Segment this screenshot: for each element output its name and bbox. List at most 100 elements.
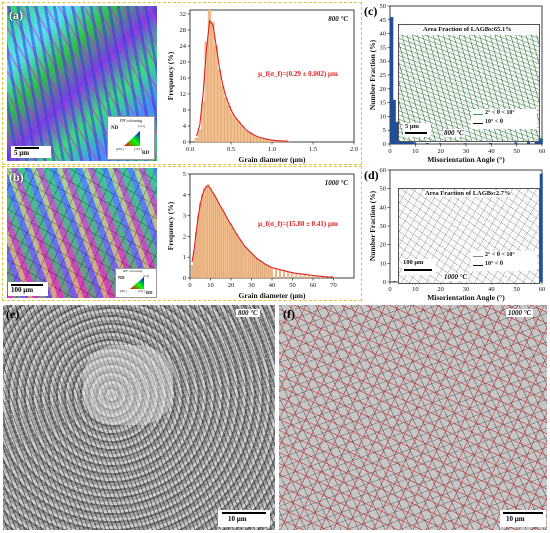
y-tick-label: 0 [383, 279, 386, 286]
histogram-bar [262, 263, 265, 279]
lognormal-fit-curve [196, 19, 289, 142]
histogram-bar [224, 97, 228, 143]
gb-map-inset-800: Area Fraction of LAGBs:65.1% 2° < θ < 10… [398, 24, 540, 142]
histogram-bar [223, 213, 226, 279]
ipf-nd: ND [118, 275, 125, 280]
lagb-fraction-title: Area Fraction of LAGBs:65.1% [423, 26, 512, 33]
x-tick-label: 60 [539, 148, 546, 155]
histogram-bar [198, 129, 202, 143]
y-tick-label: 0 [183, 139, 186, 146]
ebsd-map-1000: IPF colouring ND RD [111] [001] [101] [7, 168, 157, 298]
y-tick-label: 20 [180, 59, 187, 66]
scale-label-f: 10 μm [506, 515, 525, 523]
misorientation-bar [407, 141, 412, 144]
y-axis-label: Frequency (%) [166, 201, 175, 250]
histogram-bar [242, 244, 245, 279]
y-tick-label: 32 [180, 11, 187, 18]
inset-title-bg [399, 25, 539, 35]
histogram-bar [217, 69, 222, 143]
misorientation-bar [489, 142, 493, 144]
histogram-bar [209, 188, 212, 279]
histogram-bar [203, 188, 206, 279]
y-tick-label: 25 [380, 72, 387, 79]
histogram-bar [260, 261, 263, 279]
panel-label-d: (d) [364, 168, 379, 182]
scale-bar-line [15, 147, 39, 149]
ipf-111: [111] [138, 124, 146, 128]
inset-scale-line [405, 132, 427, 134]
legend-hagb-label: 10° < θ [485, 119, 503, 125]
histogram-bar [295, 273, 298, 279]
ipf-rd: RD [142, 151, 150, 156]
misorientation-bar [514, 142, 518, 144]
ipf-rd: RD [146, 290, 153, 295]
histogram-bar [204, 41, 208, 143]
histogram-bar [225, 217, 228, 279]
y-tick-label: 0 [383, 141, 386, 148]
histogram-bar [190, 265, 193, 279]
gb-map-inset-1000: Area Fraction of LAGBs:2.7% 2° < θ < 10°… [398, 188, 540, 284]
histogram-bar [201, 194, 204, 279]
x-tick-label: 40 [488, 286, 495, 293]
histogram-bar [207, 9, 212, 143]
histogram-bar [287, 271, 290, 279]
histogram-bar [227, 221, 230, 279]
misorientation-bar [438, 143, 442, 144]
histogram-bar [211, 21, 215, 143]
inset-temp-label: 1000 °C [443, 273, 469, 281]
misorientation-bar [392, 281, 396, 282]
ipf-legend-a: IPF colouring ND RD [111] [001] [101] [107, 116, 155, 160]
histogram-bar [283, 270, 286, 279]
inset-scale-line [404, 269, 432, 271]
histogram-bar [264, 264, 267, 279]
x-tick-label: 30 [248, 282, 255, 289]
y-tick-label: 45 [380, 17, 387, 24]
y-axis-label: Frequency (%) [166, 51, 175, 100]
inset-legend: 2° < θ < 10° 10° < θ [471, 109, 537, 129]
histogram-bar [237, 121, 241, 143]
legend-lagb-label: 2° < θ < 10° [485, 252, 515, 258]
histogram-bar [219, 207, 222, 279]
lognormal-fit-curve [191, 185, 334, 278]
x-axis-label: Misorientation Angle (°) [427, 155, 505, 164]
y-axis-label: Number Fraction (%) [368, 190, 377, 261]
y-tick-label: 4 [183, 192, 187, 199]
histogram-bar [252, 254, 255, 279]
panel-label-c: (c) [364, 4, 378, 18]
x-tick-label: 70 [330, 282, 337, 289]
scale-bar-b: 100 μm [8, 282, 48, 296]
scale-bar-e: 10 μm [218, 510, 270, 527]
y-tick-label: 16 [180, 75, 187, 82]
histogram-bar [299, 273, 302, 279]
x-tick-label: 50 [289, 282, 296, 289]
y-tick-label: 20 [380, 242, 387, 249]
panel-a-outline [2, 2, 362, 165]
histogram-bar [256, 259, 259, 279]
histogram-bar [247, 131, 251, 143]
histogram-bar [217, 202, 220, 279]
histogram-bar [221, 209, 224, 279]
y-tick-label: 24 [180, 43, 187, 50]
inset-scale-label: 100 μm [403, 259, 424, 266]
grain-histogram-1000: 0 10 20 30 40 50 60 70 0 1 2 3 4 5 Grain diameter (μm)… [166, 171, 355, 300]
histogram-bar [215, 198, 218, 279]
histogram-bar [231, 227, 234, 279]
ipf-001: [001] [116, 147, 124, 151]
misorientation-bar [410, 141, 414, 144]
scale-label-e: 10 μm [228, 515, 247, 523]
inset-scale-bar: 5 μm [403, 123, 431, 137]
histogram-bar [233, 232, 236, 279]
sem-temp-label-f: 1000 °C [506, 309, 534, 317]
x-tick-label: 0 [388, 148, 391, 155]
histogram-bar [227, 105, 231, 143]
misorientation-bar [539, 173, 543, 282]
ipf-triangle-icon [130, 277, 144, 289]
x-tick-label: 10 [412, 286, 419, 293]
histogram-bar [268, 266, 271, 279]
misorientation-bar [390, 17, 394, 144]
temperature-label: 800 °C [328, 15, 348, 23]
panel-label-f: (f) [283, 307, 295, 321]
scale-label-a: 5 μm [14, 149, 30, 157]
y-tick-label: 28 [180, 27, 187, 34]
y-tick-label: 10 [380, 260, 387, 267]
